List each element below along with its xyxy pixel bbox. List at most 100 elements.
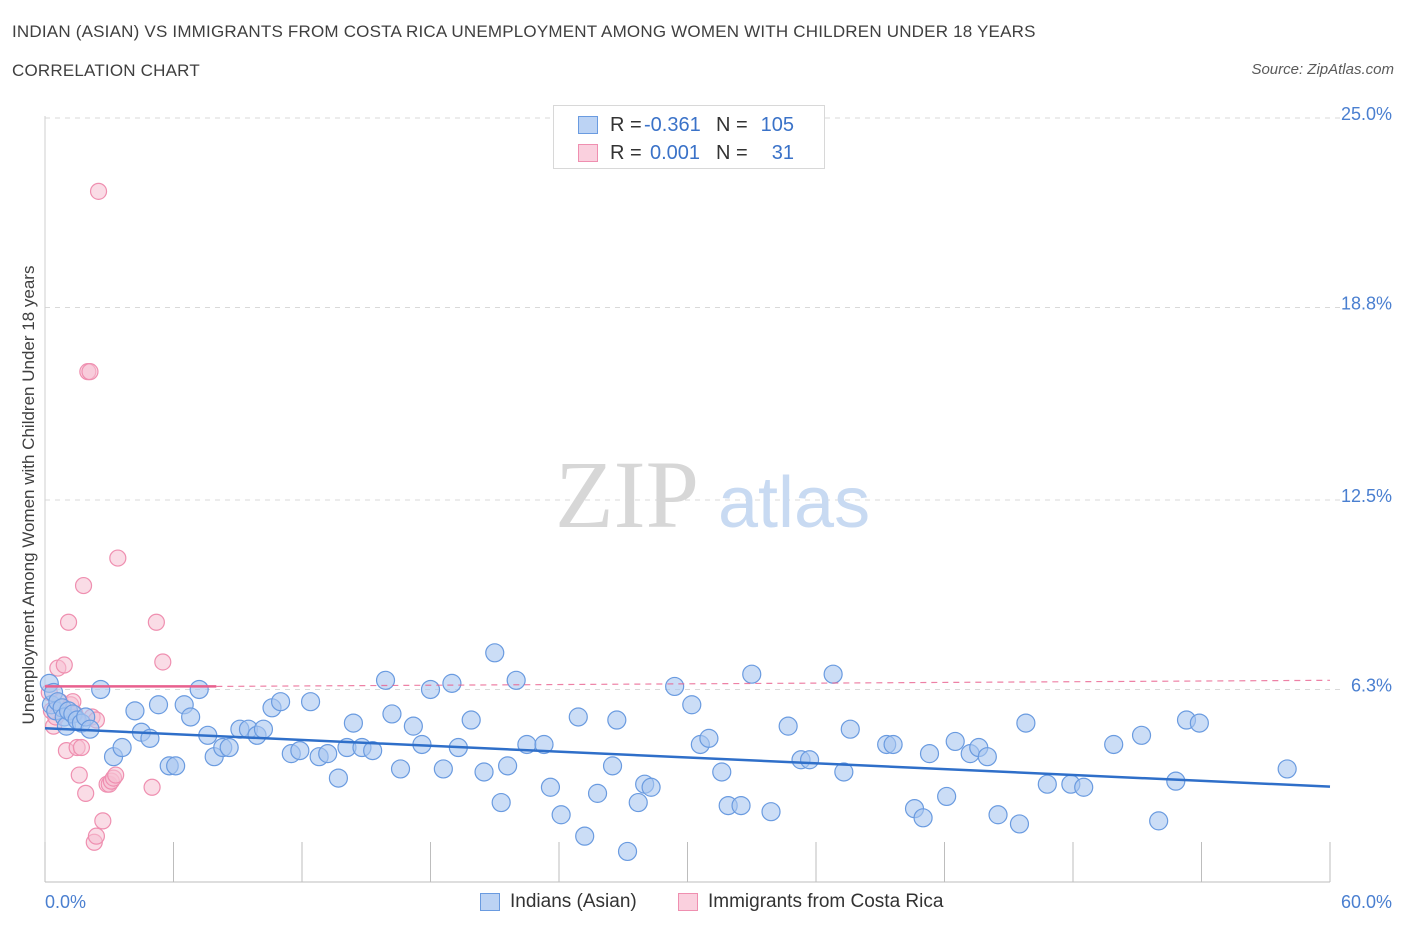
indians-point xyxy=(485,643,505,663)
costa-rica-point xyxy=(81,363,99,381)
indians-point xyxy=(945,731,965,752)
indians-point xyxy=(498,756,518,776)
indians-point xyxy=(491,792,511,813)
indians-point xyxy=(587,783,608,803)
indians-point xyxy=(988,805,1008,825)
indians-point xyxy=(1189,713,1209,733)
indians-point xyxy=(919,744,940,764)
costa-rica-point xyxy=(59,613,78,631)
costa-rica-trend-extension xyxy=(216,679,1331,688)
indians-point xyxy=(834,762,854,782)
indians-point xyxy=(112,737,132,758)
bottom-legend-label-costa-rica: Immigrants from Costa Rica xyxy=(708,891,944,912)
indians-point xyxy=(270,692,291,712)
costa-rica-point xyxy=(70,766,88,784)
legend-n-label: N = xyxy=(716,113,748,136)
indians-point xyxy=(540,777,561,797)
series-costa-rica-points xyxy=(40,182,172,851)
indians-point xyxy=(433,759,453,779)
costa-rica-point xyxy=(109,549,127,567)
legend-row-costa-rica: R = 0.001 N = 31 xyxy=(578,141,794,165)
watermark: ZIP atlas xyxy=(555,441,870,548)
costa-rica-point xyxy=(72,738,91,757)
source-attribution: Source: ZipAtlas.com xyxy=(1251,61,1394,78)
indians-point xyxy=(300,692,321,712)
indians-point xyxy=(403,716,423,736)
indians-point xyxy=(290,740,310,761)
indians-point xyxy=(461,710,481,730)
indians-point xyxy=(823,664,843,684)
watermark-atlas: atlas xyxy=(718,463,870,543)
costa-rica-point xyxy=(143,778,161,796)
costa-rica-point xyxy=(94,812,112,830)
indians-point xyxy=(375,670,396,690)
indians-point xyxy=(1104,734,1124,755)
indians-point xyxy=(731,795,751,816)
indians-point xyxy=(712,762,732,782)
indians-point xyxy=(534,734,554,755)
indians-point xyxy=(189,679,209,700)
indians-point xyxy=(318,744,338,764)
tick-labels: 6.3% 12.5% 18.8% 25.0% 0.0% 60.0% xyxy=(45,104,1392,912)
indians-point xyxy=(607,710,627,730)
legend-swatch-pink xyxy=(578,144,598,162)
indians-point xyxy=(568,707,588,727)
y-axis-label: Unemployment Among Women with Children U… xyxy=(19,266,38,725)
bottom-legend-swatch-pink xyxy=(678,893,698,911)
indians-point xyxy=(1131,725,1152,745)
chart-subtitle: CORRELATION CHART xyxy=(12,61,200,80)
costa-rica-point xyxy=(87,827,106,845)
y-tick-label: 12.5% xyxy=(1341,486,1392,506)
indians-point xyxy=(181,707,201,727)
indians-trend-line xyxy=(44,727,1331,788)
indians-point xyxy=(1009,814,1030,834)
y-tick-label: 18.8% xyxy=(1341,293,1392,313)
y-tick-label: 25.0% xyxy=(1341,104,1392,124)
legend-row-indians: R = -0.361 N = 105 xyxy=(578,113,794,137)
indians-point xyxy=(778,716,798,736)
indians-point xyxy=(641,777,661,797)
indians-point xyxy=(363,740,383,761)
indians-point xyxy=(1149,811,1169,831)
indians-point xyxy=(742,664,762,684)
grid-lines xyxy=(45,117,1340,690)
bottom-legend-indians: Indians (Asian) xyxy=(480,890,637,914)
indians-point xyxy=(883,734,903,755)
indians-point xyxy=(166,756,186,776)
indians-point xyxy=(442,673,462,693)
legend-n-value: 105 xyxy=(760,113,794,136)
legend-r-value: -0.361 xyxy=(644,113,701,136)
legend-r-value: 0.001 xyxy=(650,141,701,164)
indians-point xyxy=(474,762,494,782)
indians-point xyxy=(1016,713,1036,733)
indians-point xyxy=(390,759,411,779)
bottom-legend-label-indians: Indians (Asian) xyxy=(510,891,637,912)
indians-point xyxy=(617,841,638,862)
indians-point xyxy=(91,679,111,700)
indians-point xyxy=(1037,774,1057,794)
indians-point xyxy=(343,713,363,733)
indians-point xyxy=(551,805,571,825)
bottom-legend-costa-rica: Immigrants from Costa Rica xyxy=(678,890,943,914)
correlation-legend: R = -0.361 N = 105 R = 0.001 N = 31 xyxy=(553,105,825,169)
indians-point xyxy=(1277,759,1297,779)
indians-point xyxy=(913,808,933,828)
series-indians-points xyxy=(39,643,1297,862)
indians-point xyxy=(1074,777,1094,797)
indians-point xyxy=(575,826,595,846)
indians-point xyxy=(506,670,526,690)
trend-lines xyxy=(44,679,1331,788)
indians-point xyxy=(665,676,685,697)
indians-point xyxy=(148,695,169,715)
indians-point xyxy=(602,756,623,776)
indians-point xyxy=(682,695,702,715)
indians-point xyxy=(125,701,145,721)
chart-title: INDIAN (ASIAN) VS IMMIGRANTS FROM COSTA … xyxy=(12,22,1036,41)
legend-r-label: R = xyxy=(610,113,642,136)
indians-point xyxy=(799,750,820,770)
x-tick-label: 0.0% xyxy=(45,892,86,912)
indians-point xyxy=(840,719,860,739)
costa-rica-point xyxy=(55,656,73,674)
indians-point xyxy=(699,728,719,748)
